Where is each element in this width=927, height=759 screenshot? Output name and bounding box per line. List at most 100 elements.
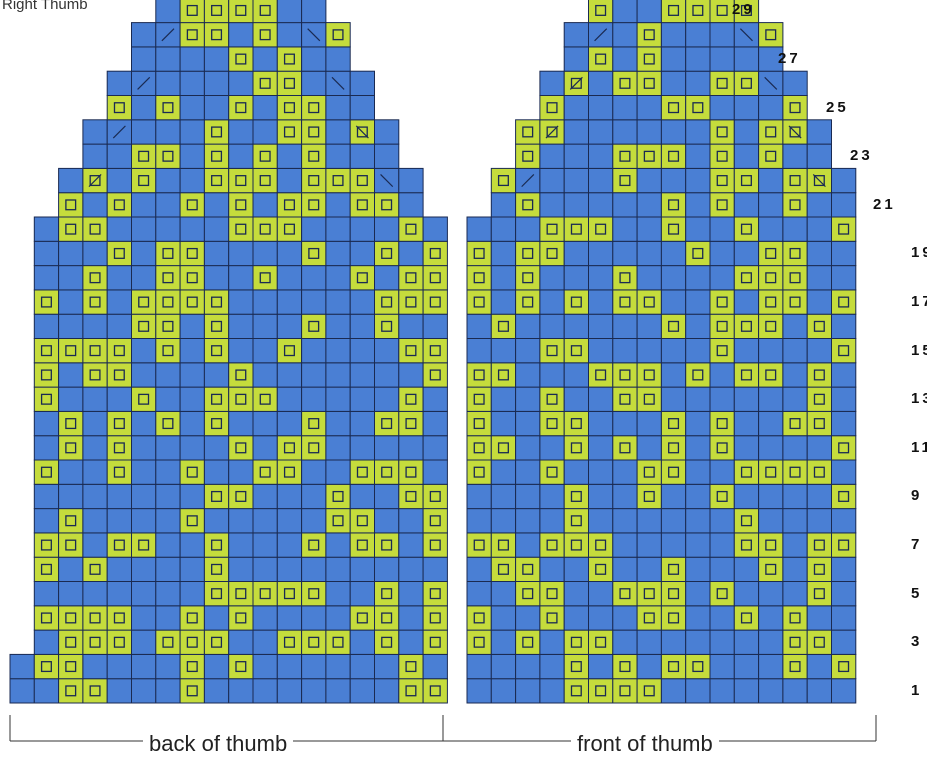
contrast-stitch — [539, 338, 565, 364]
contrast-stitch — [733, 508, 760, 534]
square-icon — [473, 539, 485, 551]
main-stitch — [612, 0, 638, 24]
main-stitch — [179, 532, 205, 558]
square-icon — [138, 150, 150, 162]
square-icon — [283, 223, 295, 235]
main-stitch — [422, 386, 448, 412]
main-stitch — [106, 483, 132, 510]
square-icon — [668, 102, 680, 114]
square-icon — [643, 466, 655, 478]
contrast-stitch — [539, 95, 565, 121]
main-stitch — [539, 167, 565, 194]
main-stitch — [422, 435, 448, 461]
square-icon — [595, 369, 607, 381]
square-icon — [429, 490, 441, 502]
square-icon — [332, 29, 344, 41]
contrast-stitch — [490, 532, 517, 558]
main-stitch — [588, 143, 614, 169]
main-stitch — [252, 289, 278, 315]
square-icon — [235, 223, 247, 235]
square-icon — [211, 345, 223, 357]
backslash-icon — [331, 76, 345, 90]
contrast-stitch — [612, 653, 638, 680]
slash-icon — [569, 76, 583, 90]
contrast-stitch — [33, 289, 60, 315]
contrast-stitch — [349, 192, 376, 218]
square-icon — [235, 102, 247, 114]
contrast-stitch — [301, 167, 327, 194]
square-icon — [716, 442, 728, 454]
main-stitch — [709, 95, 735, 121]
main-stitch — [709, 265, 735, 291]
square-icon — [405, 661, 417, 673]
contrast-stitch — [82, 362, 108, 388]
contrast-stitch — [422, 678, 448, 704]
main-stitch — [588, 70, 614, 96]
main-stitch — [636, 192, 662, 218]
main-stitch — [831, 313, 857, 340]
contrast-stitch — [685, 653, 711, 680]
contrast-stitch — [203, 119, 230, 145]
main-stitch — [806, 289, 833, 315]
backslash-icon — [739, 28, 753, 42]
square-icon — [765, 320, 777, 332]
main-stitch — [374, 338, 400, 364]
main-stitch — [252, 338, 278, 364]
main-stitch — [588, 508, 614, 534]
main-stitch — [228, 313, 254, 340]
contrast-stitch — [422, 629, 448, 655]
main-stitch — [588, 605, 614, 631]
main-stitch — [82, 459, 108, 485]
main-stitch — [374, 483, 400, 510]
contrast-stitch — [806, 459, 833, 485]
contrast-stitch — [660, 435, 687, 461]
row-number: 29 — [732, 1, 755, 19]
main-stitch — [660, 483, 687, 510]
contrast-stitch — [398, 338, 424, 364]
main-stitch — [106, 386, 132, 412]
contrast-stitch — [422, 265, 448, 291]
contrast-stitch — [612, 678, 638, 704]
square-icon — [356, 199, 368, 211]
contrast-stitch — [539, 459, 565, 485]
contrast-stitch — [155, 410, 181, 437]
square-icon — [113, 102, 125, 114]
main-stitch — [252, 313, 278, 340]
contrast-stitch — [106, 605, 132, 631]
main-stitch — [806, 143, 833, 169]
main-stitch — [758, 653, 784, 680]
square-icon — [235, 53, 247, 65]
square-icon — [259, 29, 271, 41]
main-stitch — [612, 459, 638, 485]
main-stitch — [155, 605, 181, 631]
square-icon — [138, 393, 150, 405]
main-stitch — [636, 556, 662, 583]
main-stitch — [398, 581, 424, 607]
square-icon — [405, 685, 417, 697]
main-stitch — [612, 119, 638, 145]
main-stitch — [203, 508, 230, 534]
contrast-stitch — [33, 532, 60, 558]
main-stitch — [325, 313, 351, 340]
contrast-stitch — [466, 410, 492, 437]
square-icon — [740, 272, 752, 284]
contrast-stitch — [203, 338, 230, 364]
contrast-stitch — [636, 22, 662, 48]
contrast-stitch — [203, 313, 230, 340]
main-stitch — [325, 46, 351, 72]
contrast-stitch — [58, 338, 84, 364]
contrast-stitch — [374, 532, 400, 558]
contrast-stitch — [806, 556, 833, 583]
contrast-stitch — [539, 410, 565, 437]
square-icon — [668, 612, 680, 624]
square-icon — [668, 4, 680, 16]
square-icon — [356, 515, 368, 527]
main-stitch — [252, 95, 278, 121]
chart-title: Right Thumb — [2, 0, 88, 13]
main-stitch — [685, 678, 711, 704]
main-stitch — [82, 240, 108, 267]
main-stitch — [709, 386, 735, 412]
main-stitch — [782, 70, 808, 96]
main-stitch — [82, 192, 108, 218]
square-icon — [595, 685, 607, 697]
